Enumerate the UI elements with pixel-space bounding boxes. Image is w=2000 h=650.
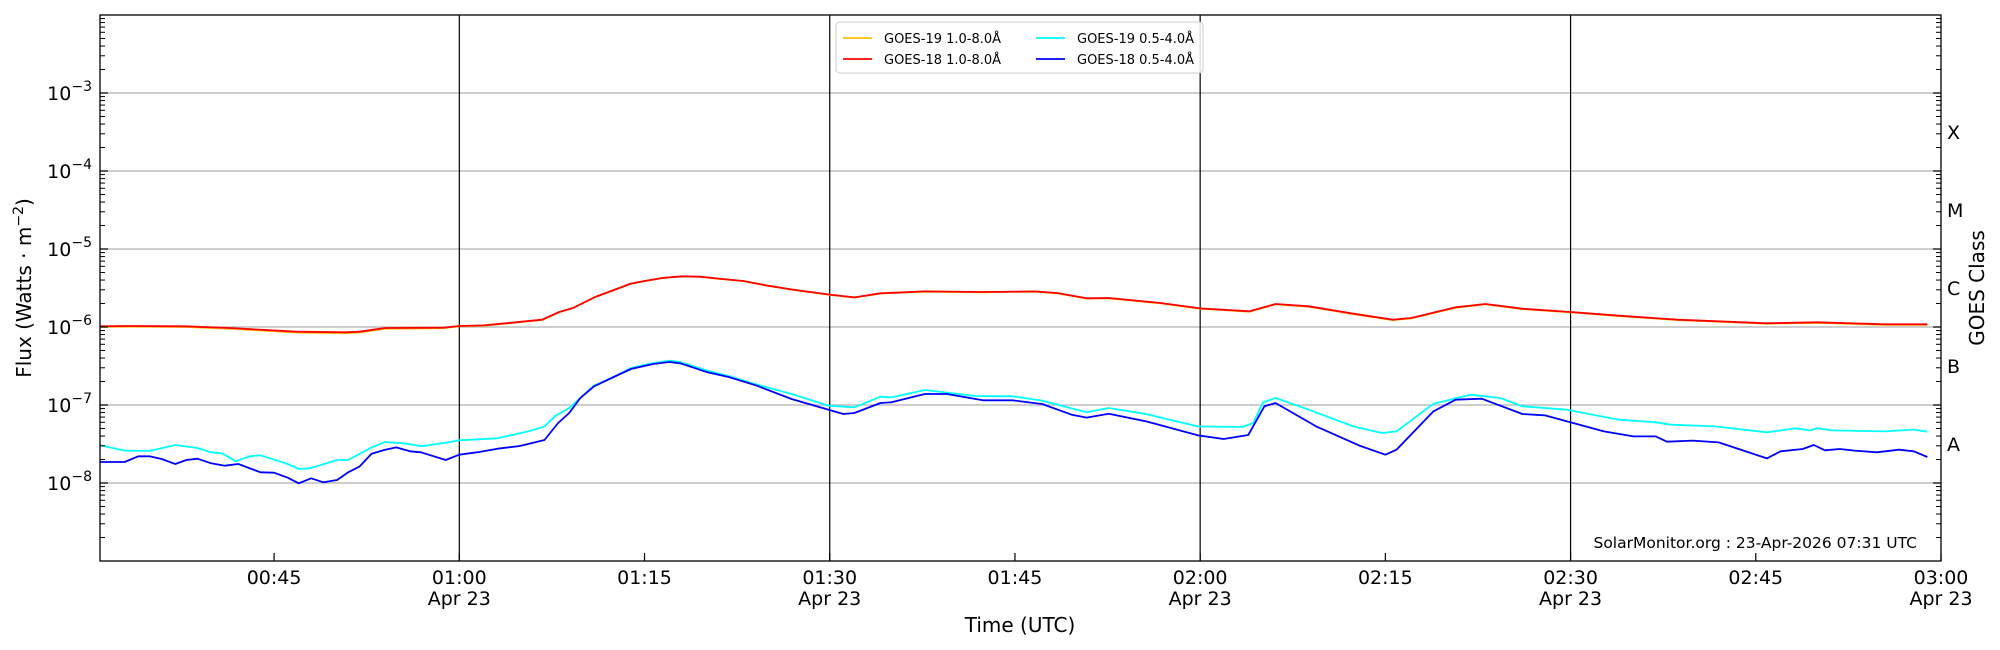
y-tick-base: 10 — [47, 239, 71, 261]
x-axis-label: Time (UTC) — [964, 613, 1076, 637]
y-tick-exponent: −5 — [71, 235, 92, 251]
y-tick-exponent: −8 — [71, 469, 92, 485]
legend-label: GOES-19 1.0-8.0Å — [884, 31, 1001, 47]
y-tick-exponent: −3 — [71, 79, 92, 95]
x-tick-label: 02:45 — [1728, 567, 1783, 589]
series-line-2 — [99, 359, 1928, 470]
y-tick-base: 10 — [47, 473, 71, 495]
plot-frame — [99, 14, 1942, 562]
x-tick-label: 02:30 — [1543, 567, 1598, 589]
x-tick-label: 03:00 — [1914, 567, 1969, 589]
legend-box — [835, 21, 1204, 74]
x-tick-label: 01:45 — [988, 567, 1043, 589]
legend-label: GOES-18 0.5-4.0Å — [1077, 52, 1194, 68]
x-tick-label: 02:00 — [1173, 567, 1228, 589]
y-axis-label-text: Flux (Watts · m — [12, 227, 36, 378]
y-tick-label: 10−7 — [47, 391, 92, 417]
y-axis-label: Flux (Watts · m−2) — [11, 198, 36, 378]
y-tick-exponent: −6 — [71, 313, 92, 329]
y-tick-exponent: −7 — [71, 391, 92, 407]
legend-label: GOES-18 1.0-8.0Å — [884, 52, 1001, 68]
y-axis-label-exponent: −2 — [11, 206, 27, 227]
goes-class-label: B — [1947, 356, 1960, 378]
legend-label: GOES-19 0.5-4.0Å — [1077, 31, 1194, 47]
series-line-1 — [99, 275, 1928, 334]
x-tick-label: 01:30 — [802, 567, 857, 589]
goes-class-label: X — [1947, 122, 1960, 144]
y-axis-label-close: ) — [12, 198, 36, 206]
y-tick-label: 10−6 — [47, 313, 92, 339]
series-lines — [99, 275, 1928, 485]
attribution-text: SolarMonitor.org : 23-Apr-2026 07:31 UTC — [1593, 534, 1917, 552]
goes-class-label: C — [1947, 278, 1960, 300]
y-tick-label: 10−5 — [47, 235, 92, 261]
x-tick-label: 01:00 — [432, 567, 487, 589]
x-tick-date: Apr 23 — [1539, 588, 1602, 610]
goes-class-axis-label: GOES Class — [1965, 230, 1989, 346]
y-tick-base: 10 — [47, 83, 71, 105]
goes-class-label: M — [1947, 200, 1963, 222]
y-tick-base: 10 — [47, 317, 71, 339]
goes-class-label: A — [1947, 434, 1960, 456]
x-tick-label: 02:15 — [1358, 567, 1413, 589]
y-tick-base: 10 — [47, 395, 71, 417]
x-tick-date: Apr 23 — [1169, 588, 1232, 610]
y-tick-base: 10 — [47, 161, 71, 183]
series-line-3 — [100, 361, 1928, 485]
x-tick-date: Apr 23 — [798, 588, 861, 610]
y-tick-label: 10−3 — [47, 79, 92, 105]
x-tick-date: Apr 23 — [1909, 588, 1972, 610]
y-tick-exponent: −4 — [71, 157, 92, 173]
y-tick-label: 10−4 — [47, 157, 92, 183]
x-tick-label: 00:45 — [247, 567, 302, 589]
x-tick-date: Apr 23 — [428, 588, 491, 610]
legend: GOES-19 1.0-8.0Å GOES-18 1.0-8.0Å GOES-19 … — [835, 21, 1204, 74]
y-tick-label: 10−8 — [47, 469, 92, 495]
x-tick-label: 01:15 — [617, 567, 672, 589]
